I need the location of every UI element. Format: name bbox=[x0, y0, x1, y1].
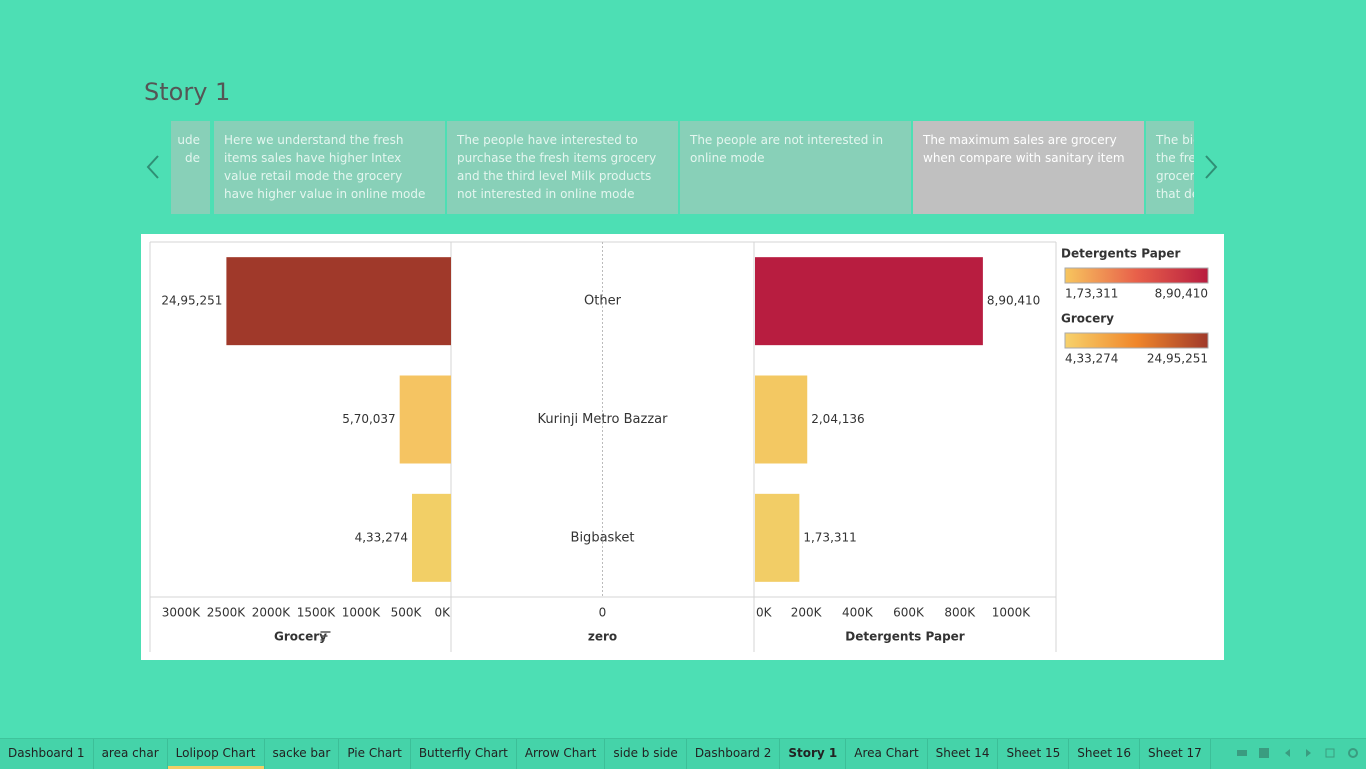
options[interactable] bbox=[1348, 748, 1358, 758]
legend-ramp bbox=[1064, 267, 1209, 284]
bar bbox=[755, 257, 983, 346]
show-sheet-sorter[interactable] bbox=[1237, 748, 1247, 758]
x-tick-label: 0K bbox=[434, 606, 451, 620]
value-label: 2,04,136 bbox=[811, 412, 864, 426]
sheet-tab[interactable]: Sheet 16 bbox=[1069, 739, 1141, 769]
axis-title: zero bbox=[588, 630, 617, 644]
sheet-tab[interactable]: Butterfly Chart bbox=[411, 739, 517, 769]
legend-max: 8,90,410 bbox=[1155, 287, 1208, 301]
tab-prev[interactable] bbox=[1283, 748, 1293, 758]
category-label: Kurinji Metro Bazzar bbox=[538, 412, 669, 427]
x-tick-label: 1000K bbox=[992, 606, 1032, 620]
bar bbox=[226, 257, 451, 346]
value-label: 1,73,311 bbox=[803, 530, 856, 544]
sheet-tab[interactable]: Arrow Chart bbox=[517, 739, 606, 769]
sheet-tab[interactable]: Dashboard 2 bbox=[687, 739, 781, 769]
prev-arrow[interactable] bbox=[146, 150, 160, 184]
sheet-tab[interactable]: Sheet 14 bbox=[928, 739, 999, 769]
story-point[interactable]: The big the fre grocer that de bbox=[1146, 121, 1194, 214]
x-tick-label: 3000K bbox=[162, 606, 202, 620]
bar bbox=[412, 493, 451, 582]
legend-title: Detergents Paper bbox=[1061, 247, 1181, 261]
x-tick-label: 1000K bbox=[342, 606, 382, 620]
legend-min: 4,33,274 bbox=[1065, 352, 1118, 366]
next-arrow[interactable] bbox=[1204, 150, 1218, 184]
sheet-tab[interactable]: Sheet 15 bbox=[998, 739, 1070, 769]
sheet-tab[interactable]: Pie Chart bbox=[339, 739, 411, 769]
story-point[interactable]: Here we understand the fresh items sales… bbox=[214, 121, 445, 214]
x-tick-label: 600K bbox=[893, 606, 925, 620]
category-label: Bigbasket bbox=[571, 530, 635, 545]
bar bbox=[755, 375, 808, 464]
x-tick-label: 0 bbox=[599, 606, 607, 620]
story-point[interactable]: The people have interested to purchase t… bbox=[447, 121, 678, 214]
x-tick-label: 800K bbox=[944, 606, 976, 620]
x-tick-label: 2000K bbox=[252, 606, 292, 620]
sort-icon bbox=[320, 631, 331, 641]
x-tick-label: 400K bbox=[842, 606, 874, 620]
fullscreen[interactable] bbox=[1325, 748, 1335, 758]
bar bbox=[755, 493, 800, 582]
sheet-tab[interactable]: Area Chart bbox=[846, 739, 928, 769]
tab-next[interactable] bbox=[1303, 748, 1313, 758]
value-label: 24,95,251 bbox=[161, 294, 222, 308]
sheet-tab[interactable]: Sheet 17 bbox=[1140, 739, 1211, 769]
value-label: 5,70,037 bbox=[342, 412, 395, 426]
sheet-tab[interactable]: area char bbox=[94, 739, 168, 769]
x-tick-label: 1500K bbox=[297, 606, 337, 620]
story-point[interactable]: The people are not interested in online … bbox=[680, 121, 911, 214]
legend-title: Grocery bbox=[1061, 312, 1114, 326]
story-points: ude de Here we understand the fresh items… bbox=[171, 121, 1194, 214]
story-point[interactable]: ude de bbox=[171, 121, 210, 214]
sheet-tabs: Dashboard 1 area char Lolipop Chart sacke b… bbox=[0, 738, 1366, 769]
legend-min: 1,73,311 bbox=[1065, 287, 1118, 301]
story-title: Story 1 bbox=[144, 78, 231, 106]
sheet-tab[interactable]: Story 1 bbox=[780, 739, 847, 769]
value-label: 4,33,274 bbox=[355, 530, 408, 544]
x-tick-label: 0K bbox=[756, 606, 773, 620]
sheet-tab[interactable]: side b side bbox=[605, 739, 687, 769]
axis-title: Detergents Paper bbox=[845, 630, 965, 644]
axis-title: Grocery bbox=[274, 630, 327, 644]
legend-max: 24,95,251 bbox=[1147, 352, 1208, 366]
x-tick-label: 200K bbox=[791, 606, 823, 620]
value-label: 8,90,410 bbox=[987, 294, 1040, 308]
show-filmstrip[interactable] bbox=[1259, 748, 1269, 758]
bar bbox=[399, 375, 451, 464]
x-tick-label: 500K bbox=[391, 606, 423, 620]
sheet-tab[interactable]: sacke bar bbox=[265, 739, 340, 769]
story-point[interactable]: The maximum sales are grocery when compa… bbox=[913, 121, 1144, 214]
legend-ramp bbox=[1064, 332, 1209, 349]
x-tick-label: 2500K bbox=[207, 606, 247, 620]
sheet-tab[interactable]: Lolipop Chart bbox=[167, 739, 265, 769]
sheet-tab[interactable]: Dashboard 1 bbox=[0, 739, 94, 769]
chart: 0 zero Other Kurinji Metro Bazzar Bigbasket 3… bbox=[141, 234, 1224, 660]
category-label: Other bbox=[584, 294, 622, 309]
